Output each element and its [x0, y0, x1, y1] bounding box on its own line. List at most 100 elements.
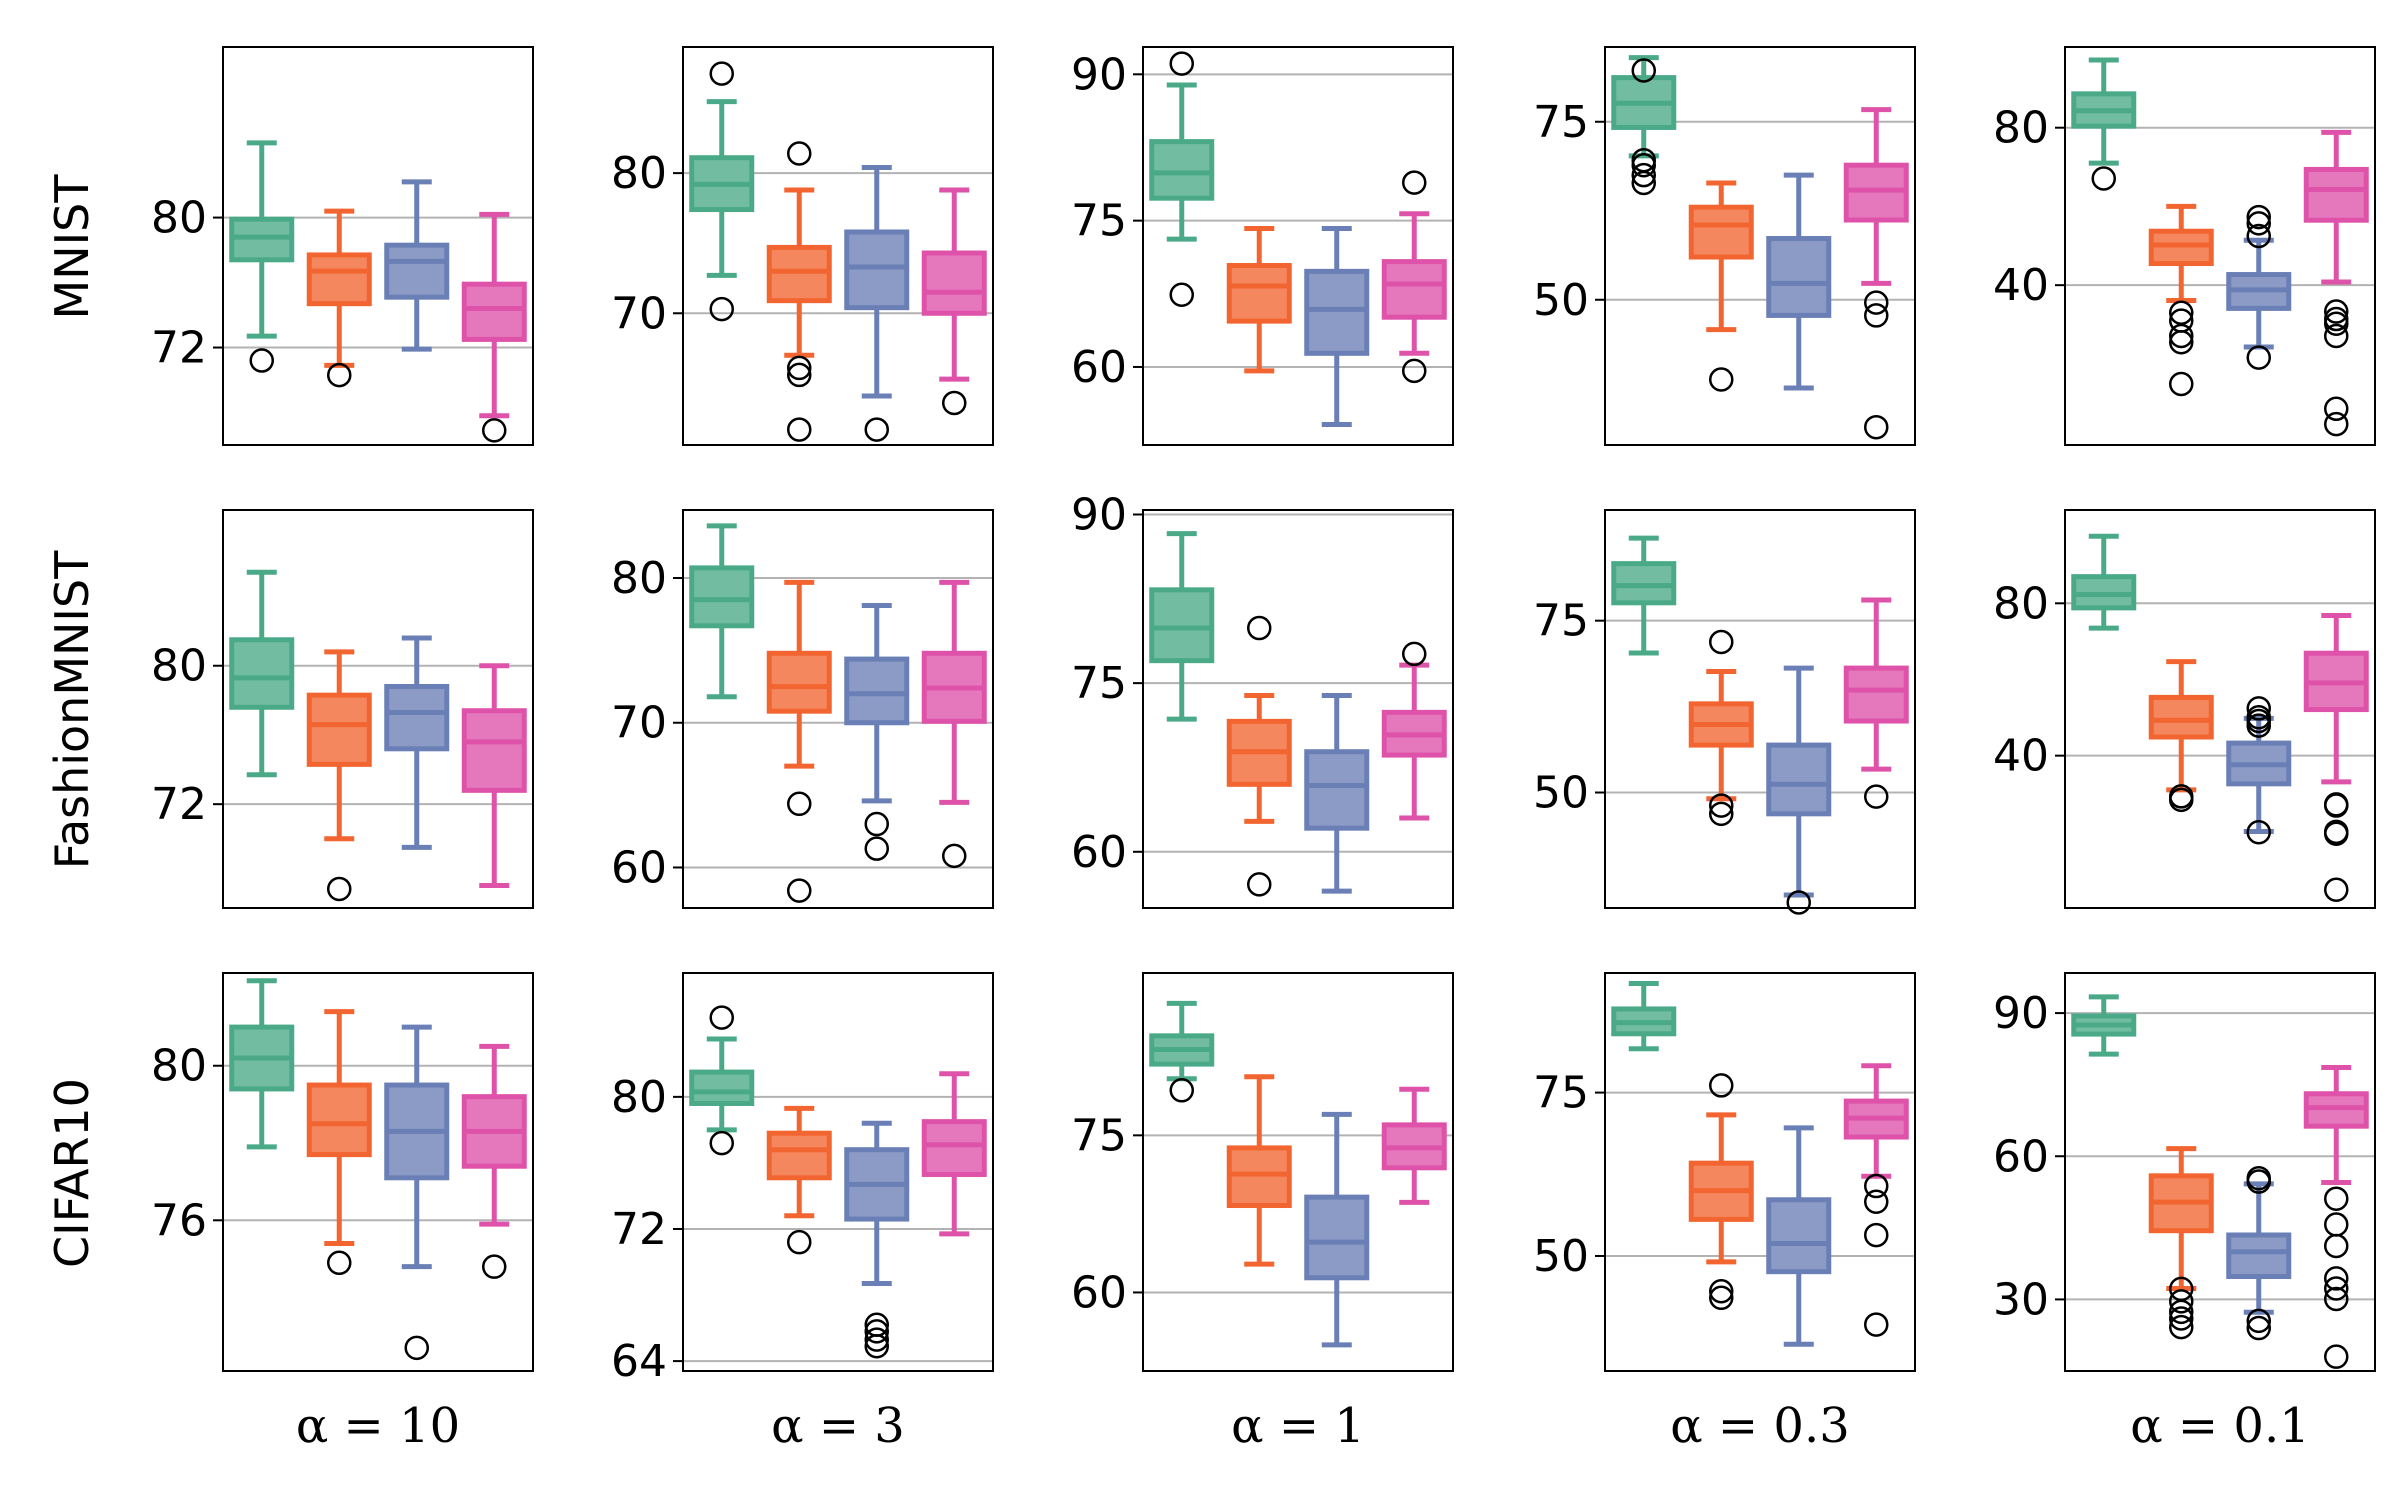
box-1 — [2148, 659, 2214, 813]
outlier-point — [2246, 204, 2271, 230]
outlier-point — [1709, 793, 1734, 818]
outlier-point — [2169, 323, 2194, 349]
box-1 — [766, 1105, 832, 1255]
outlier-point — [1864, 1222, 1889, 1248]
box-iqr — [384, 684, 450, 752]
y-tick-label: 40 — [1993, 731, 2049, 782]
panel-frame — [222, 972, 534, 1372]
panel-cifar10-3: 50 75 — [1533, 972, 1916, 1372]
y-tick-label: 75 — [1071, 1110, 1127, 1161]
box-iqr — [461, 708, 527, 793]
y-tick-label: 50 — [1533, 275, 1589, 326]
panel-cifar10-1: 64 72 80 — [611, 972, 994, 1387]
outlier-point — [1631, 152, 1656, 178]
outlier-point — [1169, 282, 1194, 308]
box-iqr — [2303, 166, 2369, 223]
row-label-mnist: MNIST — [45, 174, 99, 320]
box-iqr — [844, 229, 910, 311]
outlier-point — [2324, 793, 2349, 818]
outlier-point — [2324, 411, 2349, 437]
box-iqr — [1688, 204, 1754, 260]
box-iqr — [689, 1069, 755, 1106]
y-tick-label: 80 — [1993, 578, 2049, 629]
outlier-point — [2324, 1233, 2349, 1259]
box-1 — [766, 579, 832, 903]
box-3 — [461, 211, 527, 443]
box-iqr — [1149, 587, 1215, 664]
outlier-point — [2246, 1165, 2271, 1191]
y-tick-label: 72 — [611, 1204, 667, 1255]
box-iqr — [921, 1119, 987, 1177]
outlier-point — [2324, 877, 2349, 902]
box-0 — [1149, 1000, 1215, 1103]
panel-fashionmnist-0: 72 80 — [151, 509, 534, 909]
y-tick-label: 64 — [611, 1336, 667, 1387]
box-3 — [921, 1071, 987, 1237]
outlier-point — [1864, 1173, 1889, 1199]
box-0 — [2071, 994, 2137, 1057]
panel-frame — [1142, 972, 1454, 1372]
outlier-point — [864, 811, 889, 837]
outlier-point — [864, 1319, 889, 1344]
outlier-point — [2324, 1212, 2349, 1237]
outlier-point — [2169, 787, 2194, 813]
box-0 — [2071, 533, 2137, 631]
box-2 — [384, 635, 450, 850]
outlier-point — [2246, 1308, 2271, 1334]
y-tick-label: 90 — [1993, 988, 2049, 1039]
box-1 — [2148, 203, 2214, 397]
box-1 — [766, 141, 832, 442]
panel-frame — [2064, 972, 2376, 1372]
box-iqr — [229, 637, 295, 710]
y-tick-label: 50 — [1533, 1231, 1589, 1282]
panel-frame — [2064, 46, 2376, 446]
box-0 — [229, 140, 295, 373]
outlier-point — [864, 417, 889, 442]
box-2 — [1304, 225, 1370, 428]
box-3 — [1843, 597, 1909, 809]
box-3 — [2303, 129, 2369, 437]
panel-cifar10-0: 76 80 — [151, 972, 534, 1372]
box-1 — [306, 208, 372, 388]
outlier-point — [2169, 1314, 2194, 1340]
y-tick-label: 70 — [611, 698, 667, 749]
outlier-point — [864, 1333, 889, 1359]
outlier-point — [1709, 1073, 1734, 1098]
outlier-point — [1864, 1189, 1889, 1214]
y-tick-label: 80 — [1993, 103, 2049, 154]
panel-cifar10-2: 60 75 — [1071, 972, 1454, 1372]
box-iqr — [306, 1082, 372, 1158]
panel-frame — [1604, 509, 1916, 909]
box-iqr — [1381, 259, 1447, 320]
box-3 — [2303, 612, 2369, 902]
box-3 — [921, 579, 987, 869]
y-tick-label: 40 — [1993, 260, 2049, 311]
box-1 — [1688, 1073, 1754, 1311]
box-1 — [306, 649, 372, 902]
box-0 — [229, 978, 295, 1150]
box-iqr — [2226, 1232, 2292, 1280]
box-iqr — [689, 565, 755, 629]
panel-cifar10-4: 30 60 90 — [1993, 972, 2376, 1372]
outlier-point — [2324, 1266, 2349, 1291]
box-0 — [1611, 535, 1677, 656]
box-iqr — [1766, 236, 1832, 318]
box-3 — [1843, 107, 1909, 440]
outlier-point — [2324, 821, 2349, 846]
box-iqr — [2148, 694, 2214, 740]
y-tick-label: 75 — [1071, 658, 1127, 709]
outlier-point — [2169, 1289, 2194, 1314]
outlier-point — [1247, 872, 1272, 897]
outlier-point — [864, 1327, 889, 1352]
outlier-point — [482, 418, 507, 443]
column-label-alpha-0.1: α = 0.1 — [2130, 1398, 2309, 1454]
panel-mnist-0: 72 80 — [151, 46, 534, 446]
box-iqr — [461, 281, 527, 342]
outlier-point — [1709, 629, 1734, 655]
box-1 — [2148, 1146, 2214, 1340]
column-label-alpha-1: α = 1 — [1231, 1398, 1365, 1454]
panel-fashionmnist-3: 50 75 — [1533, 509, 1916, 915]
box-0 — [1611, 55, 1677, 196]
y-tick-label: 76 — [151, 1195, 207, 1246]
box-iqr — [921, 250, 987, 316]
